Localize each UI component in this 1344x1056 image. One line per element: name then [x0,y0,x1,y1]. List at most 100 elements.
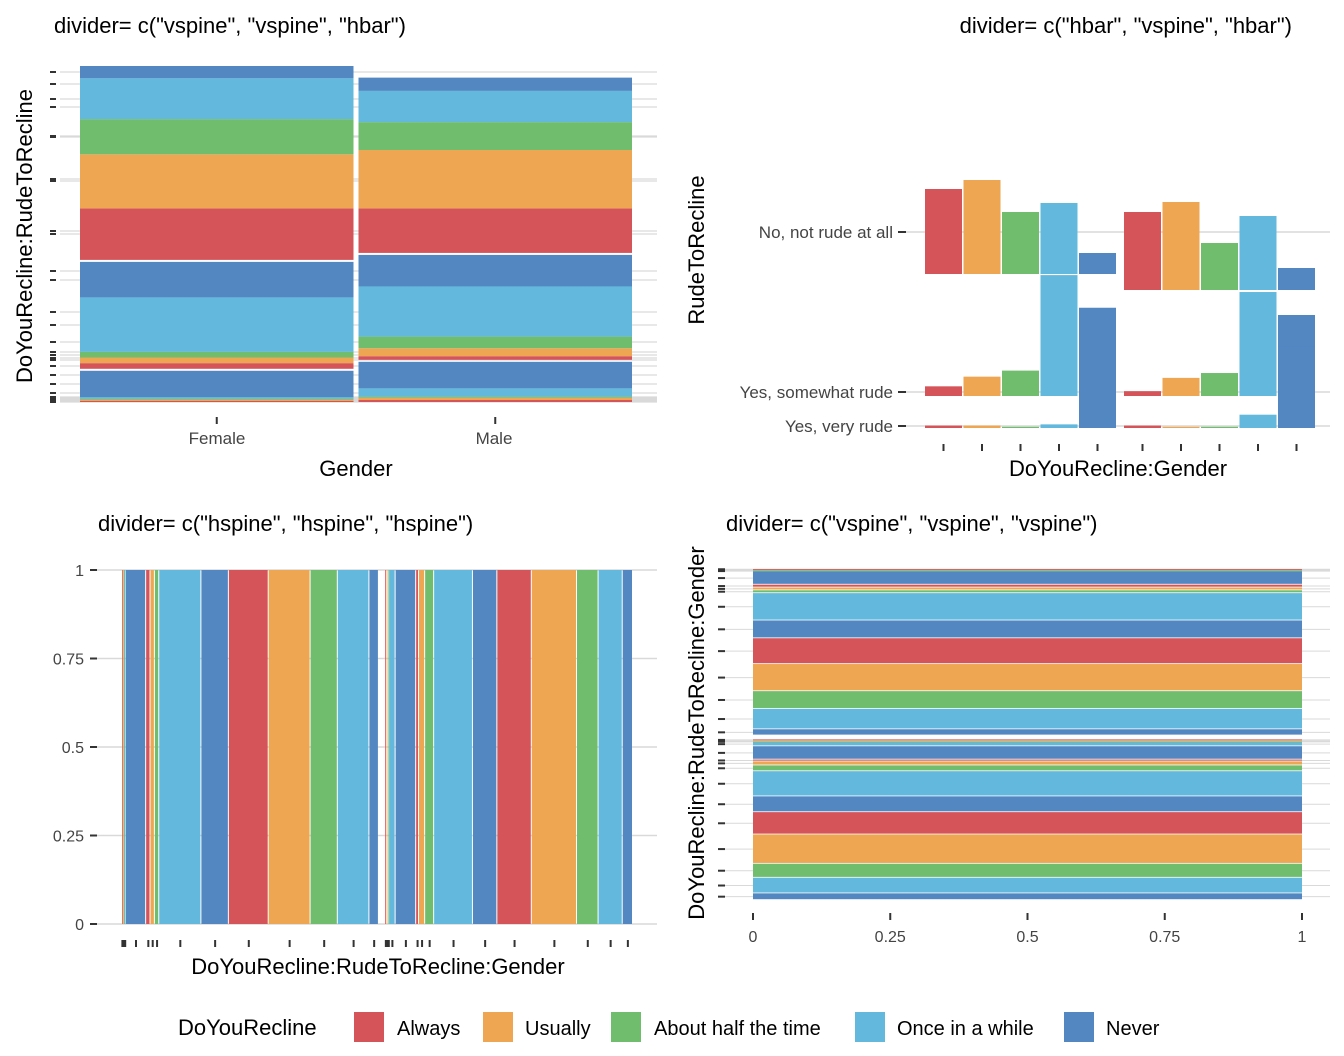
panel4-y-axis-label: DoYouRecline:RudeToRecline:Gender [684,546,709,919]
stripe-female-always [228,570,268,924]
tile-male-once-in-a-while-rude1 [358,286,632,337]
tile-male-always-rude1 [358,356,632,360]
tile-male-always-rude0 [358,400,632,402]
bar-male-about-half-the-time-yes-very-rude [1201,426,1238,428]
panel4-tiles [753,569,1302,900]
band-male-about-half-the-time [753,863,1302,877]
bar-female-always-yes-very-rude [925,425,962,428]
band-female-once-in-a-while [753,708,1302,729]
band-male-never [753,796,1302,812]
bar-female-usually-yes-somewhat-rude [963,376,1001,396]
band-female-never [753,620,1302,638]
tile-male-usually-rude0 [358,397,632,401]
bar-female-about-half-the-time-yes-somewhat-rude [1002,370,1039,396]
bar-male-about-half-the-time-no-not-rude-at-all [1201,243,1238,290]
tile-male-never-rude2 [358,77,632,91]
tile-male-always-rude2 [358,208,632,253]
legend-swatch-about-half [611,1012,641,1042]
panel4-y-ticks [718,568,725,898]
band-male-usually [753,740,1302,742]
panel1-x-ticks [215,417,497,424]
stripe-male-about-half-the-time [576,570,598,924]
stripe-female-always [122,570,123,924]
panel3-title: divider= c("hspine", "hspine", "hspine") [98,511,473,536]
tile-female-never-rude1 [80,261,354,298]
panel4-title: divider= c("vspine", "vspine", "vspine") [726,511,1098,536]
bar-female-about-half-the-time-yes-very-rude [1002,426,1039,428]
bar-male-always-yes-somewhat-rude [1124,391,1161,396]
band-female-about-half-the-time [753,691,1302,708]
x-tick-label-0: 0 [749,929,758,946]
legend-swatch-once-in-a-while [855,1012,885,1042]
x-tick-label-2: 0.5 [1016,929,1038,946]
band-female-never [753,729,1302,735]
band-male-always [753,759,1302,761]
band-female-usually [753,569,1302,571]
tile-female-usually-rude0 [80,399,354,402]
band-female-never [753,571,1302,584]
bar-female-usually-yes-very-rude [963,425,1001,428]
band-female-once-in-a-while [753,593,1302,620]
panel1-title: divider= c("vspine", "vspine", "hbar") [54,13,406,38]
band-male-usually [753,761,1302,765]
band-female-usually [753,664,1302,691]
band-male-about-half-the-time [753,765,1302,771]
stripe-female-always [146,570,150,924]
bar-male-about-half-the-time-yes-somewhat-rude [1201,373,1238,396]
bar-male-never-no-not-rude-at-all [1278,268,1315,290]
bar-male-usually-no-not-rude-at-all [1162,202,1200,290]
stripe-male-always [385,570,386,924]
y-tick-label-0: 0 [75,917,84,934]
legend: DoYouRecline Always Usually About half t… [178,1012,1160,1042]
stripe-female-about-half-the-time [310,570,337,924]
tile-male-once-in-a-while-rude0 [358,388,632,397]
bar-male-always-no-not-rude-at-all [1124,212,1161,290]
legend-title: DoYouRecline [178,1015,317,1040]
tile-female-never-rude2 [80,66,354,79]
tile-female-once-in-a-while-rude1 [80,297,354,352]
tile-female-usually-rude2 [80,154,354,209]
tile-female-never-rude0 [80,370,354,398]
bar-male-usually-yes-somewhat-rude [1162,377,1200,396]
panel-vspine-vspine-hbar: divider= c("vspine", "vspine", "hbar") F… [12,13,657,481]
tile-male-usually-rude1 [358,348,632,357]
stripe-male-once-in-a-while [434,570,472,924]
panel2-ytick-label-not-rude: No, not rude at all [759,223,893,242]
tile-male-never-rude0 [358,361,632,389]
legend-label-about-half: About half the time [654,1018,821,1040]
stripe-male-about-half-the-time [388,570,390,924]
panel1-tiles [80,66,632,402]
stripe-female-never [125,570,146,924]
panel2-title: divider= c("hbar", "vspine", "hbar") [960,13,1292,38]
bar-female-always-yes-somewhat-rude [925,386,962,396]
stripe-female-usually [268,570,310,924]
band-male-always [753,739,1302,741]
stripe-male-once-in-a-while [598,570,622,924]
panel4-x-ticks: 0 0.25 0.5 0.75 1 [749,913,1307,946]
stripe-female-once-in-a-while [337,570,369,924]
panel3-tiles [122,570,632,924]
bar-female-never-no-not-rude-at-all [1079,253,1116,274]
bar-male-always-yes-very-rude [1124,425,1161,428]
band-male-never [753,746,1302,759]
panel2-bars [925,180,1315,428]
tile-male-usually-rude2 [358,149,632,209]
stripe-female-never [201,570,228,924]
stripe-female-about-half-the-time [154,570,159,924]
panel2-x-ticks [942,444,1298,451]
stripe-male-usually [418,570,425,924]
legend-swatch-always [354,1012,384,1042]
tile-female-always-rude0 [80,401,354,402]
panel1-y-axis-label: DoYouRecline:RudeToRecline [12,89,37,383]
band-male-once-in-a-while [753,877,1302,893]
panel3-x-ticks [121,940,629,947]
band-male-about-half-the-time [753,741,1302,743]
band-female-always [753,638,1302,664]
tile-female-always-rude1 [80,363,354,369]
stripe-male-usually [531,570,576,924]
panel2-ytick-label-very-rude: Yes, very rude [785,417,893,436]
band-male-once-in-a-while [753,771,1302,796]
tile-female-once-in-a-while-rude2 [80,78,354,120]
bar-female-always-no-not-rude-at-all [925,189,962,274]
band-female-once-in-a-while [753,570,1302,572]
